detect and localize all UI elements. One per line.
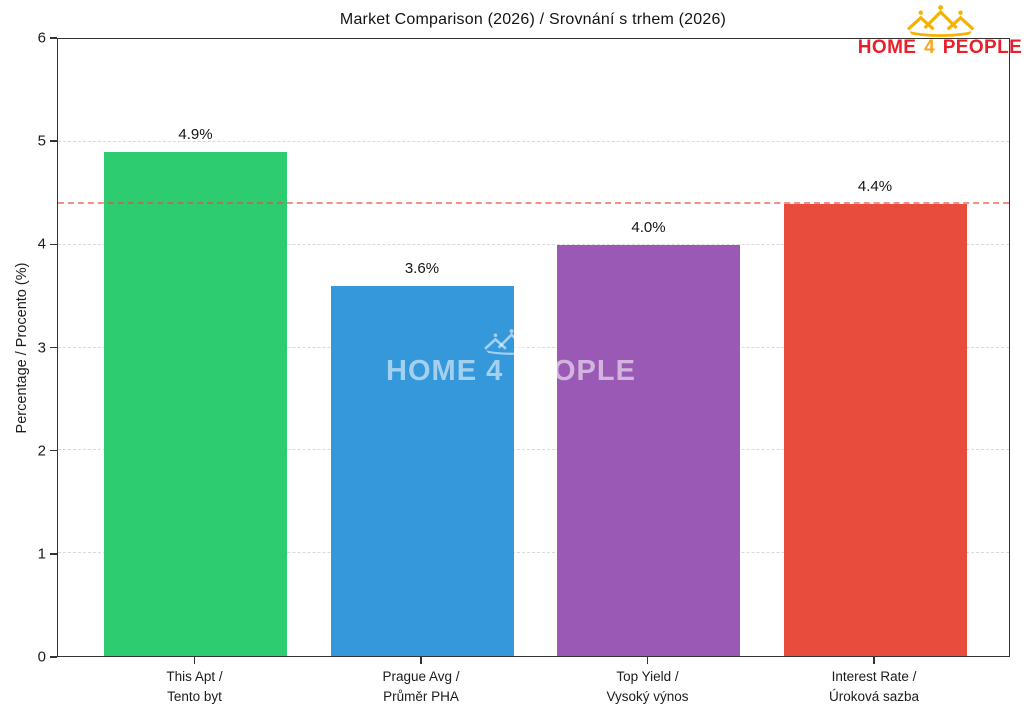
y-tick-label: 6 [37,29,46,47]
brand-logo: HOME 4 PEOPLE [858,5,1022,59]
logo-word-home: HOME [857,37,917,58]
x-tick-label-line: Tento byt [167,688,222,704]
x-axis-tick [193,657,196,664]
y-tick-label: 3 [37,339,46,356]
y-tick-label: 0 [37,648,46,666]
reference-line [58,201,1009,204]
x-tick-label-line: Top Yield / [616,669,679,684]
bar-value-label: 4.0% [631,218,666,236]
y-axis-tick [50,553,57,555]
gridline [58,140,1009,142]
bar-value-label: 3.6% [404,259,440,277]
logo-word-people: PEOPLE [942,37,1023,58]
y-axis-tick [50,140,57,142]
x-axis-tick [646,657,649,664]
chart-title: Market Comparison (2026) / Srovnání s tr… [339,11,727,28]
y-axis-tick [50,449,57,452]
x-tick-label: Top Yield / Vysoký výnos [606,667,688,706]
plot-area: HOME 4 PEOPLE 4.9% 3.6% 4.0% 4.4% [57,38,1010,657]
x-tick-label-line: Úroková sazba [828,688,920,704]
y-axis-tick [50,346,57,349]
x-tick-label: Interest Rate / Úroková sazba [829,667,919,706]
logo-word-four: 4 [924,37,936,58]
x-tick-label-line: Prague Avg / [382,669,460,684]
y-axis-tick [50,37,57,39]
x-tick-label-line: This Apt / [166,669,223,684]
gridline [58,243,1009,245]
bar [104,152,287,656]
gridline [58,449,1009,451]
brand-logo-text: HOME 4 PEOPLE [858,37,1022,59]
x-tick-label-line: Vysoký výnos [606,688,689,704]
y-tick-label: 5 [37,132,46,150]
x-tick-label: Prague Avg / Průměr PHA [382,667,459,706]
bar-value-label: 4.9% [178,126,213,144]
x-tick-label: This Apt / Tento byt [166,667,222,706]
crown-of-houses-icon [906,5,975,37]
gridline [58,552,1009,554]
x-tick-label-line: Průměr PHA [383,688,459,704]
x-axis-tick [873,657,875,664]
y-tick-label: 1 [37,545,46,563]
bar [783,203,967,656]
bar [330,285,514,656]
bar-value-label: 4.4% [857,177,893,195]
x-axis-tick [420,657,422,664]
y-tick-label: 4 [37,235,46,253]
x-tick-label-line: Interest Rate / [831,669,917,684]
y-axis-tick [50,656,57,658]
y-tick-label: 2 [37,442,46,460]
bar [557,244,740,656]
y-axis-tick [50,243,57,246]
